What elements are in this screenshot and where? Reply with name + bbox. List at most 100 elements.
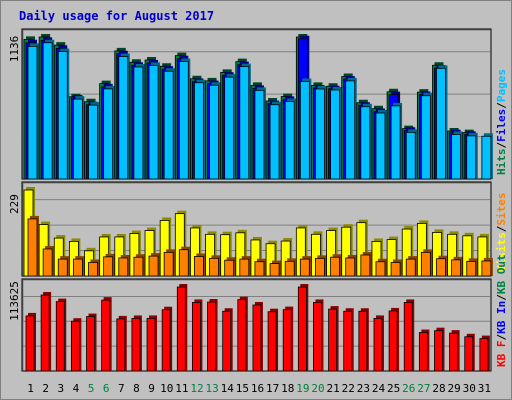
- panel-0-legend-item-1: /: [495, 142, 508, 149]
- bar-sites-23: [360, 251, 372, 277]
- bar-sites-1-face: [27, 218, 38, 277]
- x-tick-label-3: 3: [58, 382, 65, 395]
- bar-kb-f-10-face: [161, 309, 171, 372]
- bar-kb-f-16: [252, 301, 263, 372]
- bar-sites-26-face: [405, 258, 416, 277]
- bar-kb-f-18: [282, 306, 294, 372]
- panel-2-legend: KB F/KB In/KB Out: [495, 254, 508, 367]
- bar-kb-f-30-face: [464, 336, 474, 372]
- bar-sites-22-face: [345, 257, 356, 277]
- bar-kb-f-20-face: [313, 302, 322, 372]
- bar-sites-3: [57, 256, 70, 277]
- bar-sites-16: [254, 258, 266, 277]
- bar-sites-2: [42, 245, 55, 277]
- panel-1-legend-item-1: /: [495, 225, 508, 232]
- bar-sites-10-face: [163, 251, 174, 277]
- bar-kb-f-11-face: [176, 286, 186, 372]
- x-tick-label-27: 27: [417, 382, 430, 395]
- bar-pages-3: [57, 48, 70, 180]
- bar-pages-17-face: [269, 104, 280, 180]
- bar-sites-13: [209, 255, 221, 277]
- bar-kb-f-31: [479, 335, 490, 372]
- panel-0-legend: Hits/Files/Pages: [495, 69, 508, 175]
- x-tick-label-12: 12: [190, 382, 203, 395]
- bar-pages-19-face: [299, 81, 310, 180]
- bar-pages-6: [103, 85, 115, 180]
- bar-sites-17: [269, 260, 282, 277]
- bar-pages-20-face: [315, 88, 325, 180]
- bar-pages-4-face: [72, 98, 83, 180]
- x-tick-label-21: 21: [327, 382, 340, 395]
- bar-pages-31: [481, 133, 493, 180]
- bar-kb-f-24-face: [373, 318, 383, 372]
- bar-pages-7-face: [118, 56, 129, 180]
- bar-pages-1-face: [27, 45, 38, 180]
- bar-kb-f-23-face: [358, 310, 368, 372]
- bar-pages-29: [451, 131, 463, 180]
- bar-pages-21: [330, 87, 342, 180]
- bar-pages-31-face: [481, 135, 492, 180]
- bar-kb-f-26-face: [403, 302, 413, 372]
- x-tick-label-2: 2: [42, 382, 49, 395]
- bar-pages-16-face: [254, 89, 265, 180]
- panel-0-legend-item-4: Pages: [495, 69, 508, 102]
- bar-kb-f-14-face: [222, 310, 232, 372]
- bar-pages-8: [133, 64, 145, 180]
- bar-sites-12-face: [194, 256, 204, 277]
- bar-kb-f-13: [207, 299, 218, 372]
- bar-sites-5: [88, 259, 100, 277]
- bar-sites-30: [466, 258, 478, 277]
- bar-pages-27-face: [420, 95, 431, 180]
- bar-pages-14-face: [224, 76, 235, 180]
- bar-sites-5-face: [88, 262, 98, 277]
- bar-kb-f-4-face: [70, 320, 80, 372]
- x-tick-label-11: 11: [175, 382, 188, 395]
- panel-2-legend-item-3: /: [495, 294, 508, 301]
- bar-kb-f-6: [101, 297, 112, 372]
- bar-sites-25: [390, 259, 403, 277]
- bar-pages-28: [436, 65, 448, 180]
- bar-kb-f-8-face: [131, 318, 141, 372]
- bar-sites-15: [239, 256, 251, 277]
- panel-2-legend-item-1: /: [495, 334, 508, 341]
- bar-kb-f-19: [297, 284, 309, 372]
- x-tick-label-6: 6: [103, 382, 110, 395]
- bar-kb-f-5: [86, 313, 97, 372]
- bar-kb-f-18-face: [282, 309, 292, 372]
- x-tick-label-18: 18: [281, 382, 294, 395]
- bar-pages-12: [194, 79, 206, 180]
- bar-sites-16-face: [254, 261, 265, 277]
- bar-sites-24-face: [375, 261, 386, 277]
- bar-kb-f-17-face: [267, 311, 277, 372]
- bar-sites-23-face: [360, 254, 371, 277]
- bar-sites-19: [299, 256, 312, 277]
- bar-sites-1: [27, 215, 39, 277]
- bar-sites-20: [315, 255, 327, 277]
- x-tick-label-31: 31: [478, 382, 491, 395]
- bar-sites-9-face: [148, 255, 159, 277]
- bar-pages-1: [27, 43, 39, 180]
- bar-pages-25-face: [390, 105, 401, 180]
- bar-pages-13-face: [209, 84, 219, 180]
- bar-pages-3-face: [57, 51, 68, 180]
- bar-pages-7: [118, 53, 130, 180]
- bar-kb-f-24: [373, 315, 384, 372]
- panel-1-legend: Visits/Sites: [495, 193, 508, 273]
- bar-pages-27: [420, 92, 433, 180]
- bar-pages-4: [72, 96, 85, 180]
- bar-sites-12: [194, 253, 206, 277]
- bar-sites-29-face: [451, 259, 462, 277]
- x-tick-label-10: 10: [160, 382, 173, 395]
- bar-kb-f-7-face: [116, 318, 126, 372]
- bar-kb-f-29-face: [449, 332, 459, 372]
- bar-pages-10-face: [163, 70, 174, 180]
- bar-sites-27: [420, 249, 433, 277]
- bar-pages-15-face: [239, 66, 250, 180]
- bar-kb-f-23: [358, 308, 369, 372]
- bar-sites-10: [163, 249, 176, 277]
- bar-pages-18: [284, 98, 297, 180]
- bar-kb-f-30: [464, 333, 475, 372]
- bar-kb-f-28-face: [434, 330, 443, 372]
